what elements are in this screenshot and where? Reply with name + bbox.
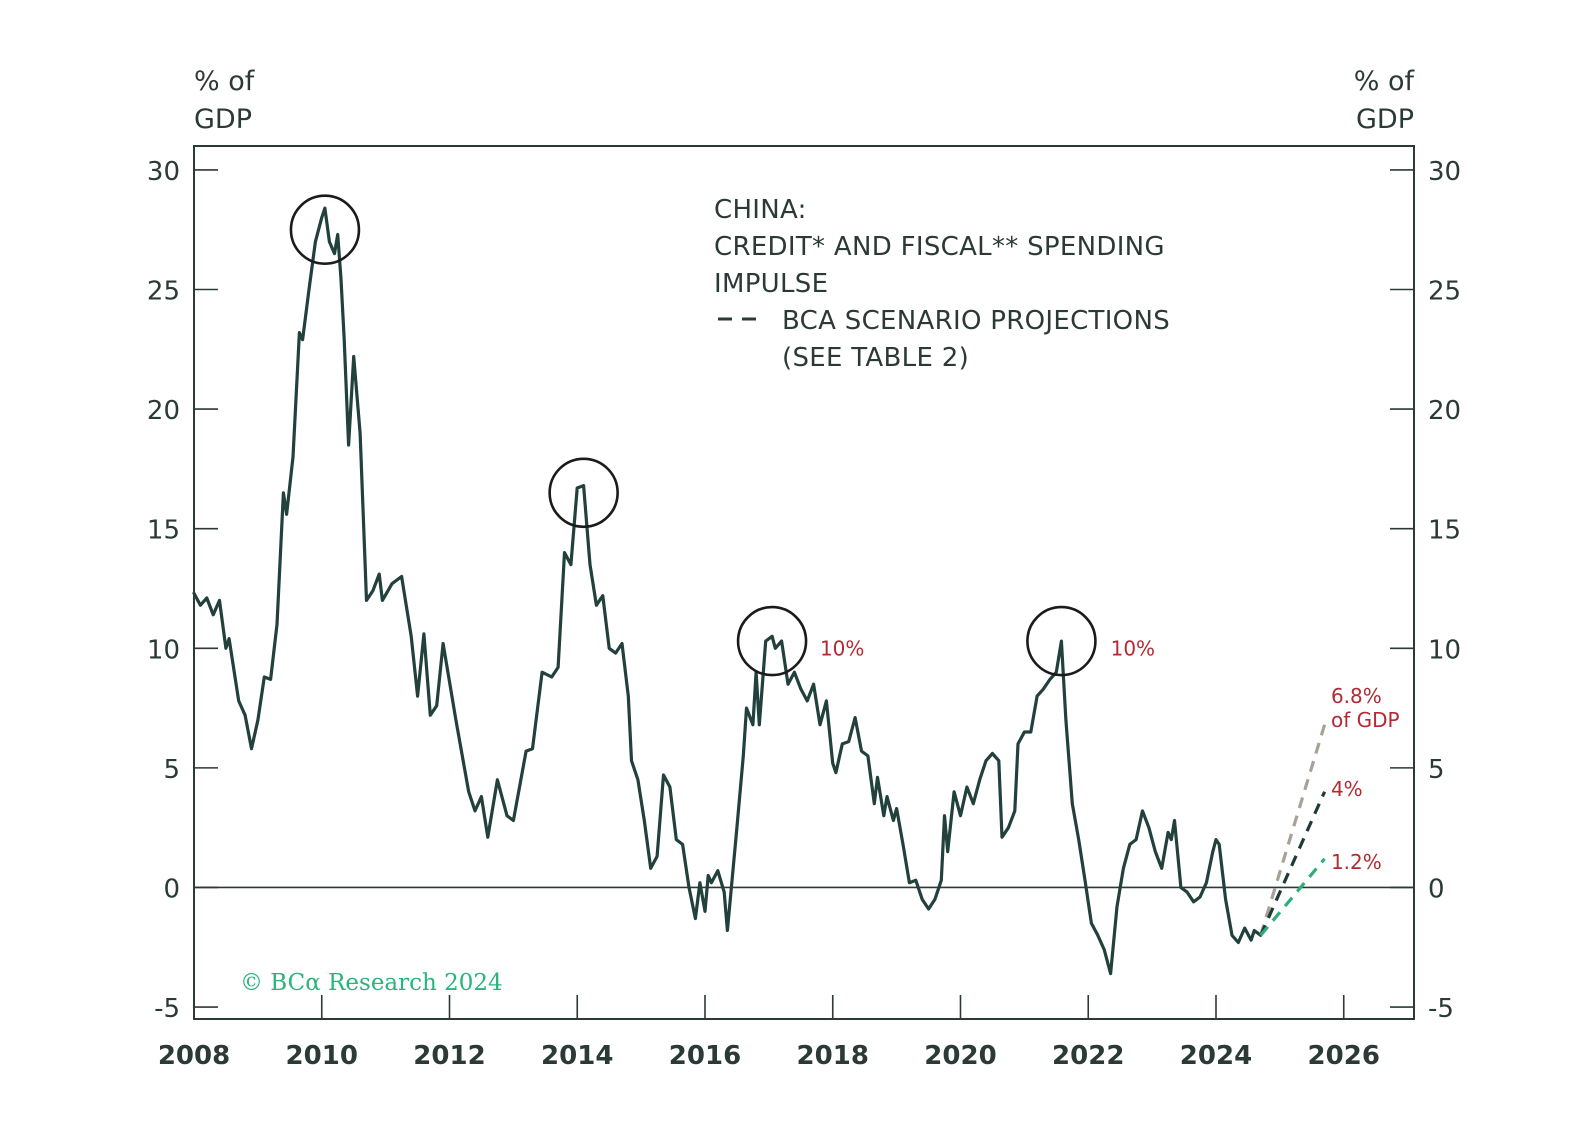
annotations: 10% 10% [820, 636, 1155, 660]
ylabel-left-line-1: % of [194, 66, 256, 97]
legend-projections-line-1: BCA SCENARIO PROJECTIONS [782, 306, 1170, 336]
peak-highlight-circle [289, 194, 361, 266]
chart-title-line-1: CHINA: [714, 195, 807, 225]
projection-lines: 6.8%of GDP 4% 1.2% [1259, 684, 1400, 937]
projection-line [1259, 724, 1327, 936]
xtick-label: 2024 [1180, 1041, 1252, 1071]
ylabel-right-line-2: GDP [1356, 104, 1414, 135]
ylabel-left-line-2: GDP [194, 104, 252, 135]
xtick-label: 2026 [1308, 1041, 1380, 1071]
series-line-impulse [192, 206, 1263, 976]
xtick-label: 2014 [541, 1041, 613, 1071]
ytick-right-label: 25 [1428, 277, 1461, 307]
ytick-left-label: 15 [147, 516, 180, 546]
xtick-label: 2018 [797, 1041, 869, 1071]
ylabel-right-line-1: % of [1354, 66, 1416, 97]
ytick-left-label: 25 [147, 277, 180, 307]
chart-title-line-2: CREDIT* AND FISCAL** SPENDING [714, 232, 1165, 262]
projection-line [1259, 857, 1326, 937]
ytick-right-label: 0 [1428, 874, 1445, 904]
xtick-label: 2020 [924, 1041, 996, 1071]
projection-label-high: 6.8% [1331, 684, 1382, 708]
ytick-left-label: 10 [147, 635, 180, 665]
peak-highlights [289, 194, 1097, 677]
xtick-label: 2022 [1052, 1041, 1124, 1071]
copyright-text: © BCα Research 2024 [240, 970, 503, 996]
ytick-left-label: 0 [163, 874, 180, 904]
peak-annotation: 10% [1111, 636, 1155, 660]
ytick-right-label: 30 [1428, 157, 1461, 187]
peak-highlight-circle [548, 457, 619, 529]
xtick-label: 2010 [286, 1041, 358, 1071]
projection-line [1259, 791, 1327, 936]
xtick-label: 2012 [413, 1041, 485, 1071]
xtick-label: 2008 [158, 1041, 230, 1071]
projection-label-mid: 4% [1331, 777, 1363, 801]
ytick-right-label: 20 [1428, 396, 1461, 426]
xtick-label: 2016 [669, 1041, 741, 1071]
ytick-right-label: 15 [1428, 516, 1461, 546]
projection-label-high-unit: of GDP [1331, 708, 1400, 732]
peak-annotation: 10% [820, 636, 864, 660]
ytick-left-label: 20 [147, 396, 180, 426]
ytick-left-label: -5 [154, 994, 180, 1024]
legend-projections-line-2: (SEE TABLE 2) [782, 343, 969, 373]
peak-highlight-circle [736, 605, 808, 677]
ytick-right-label: 10 [1428, 635, 1461, 665]
peak-highlight-circle [1026, 605, 1097, 677]
chart-title-line-3: IMPULSE [714, 269, 828, 299]
ytick-left-label: 5 [163, 755, 180, 785]
ytick-right-label: 5 [1428, 755, 1445, 785]
projection-label-low: 1.2% [1331, 850, 1382, 874]
plot-frame [193, 145, 1415, 1020]
ytick-right-label: -5 [1428, 994, 1454, 1024]
ytick-left-label: 30 [147, 157, 180, 187]
